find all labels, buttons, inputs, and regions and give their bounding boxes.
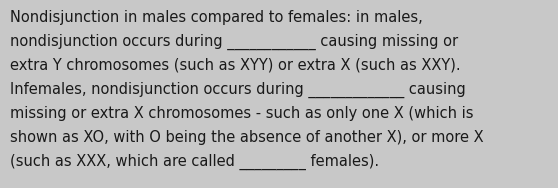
- Text: shown as XO, with O being the absence of another X), or more X: shown as XO, with O being the absence of…: [10, 130, 484, 145]
- Text: nondisjunction occurs during ____________ causing missing or: nondisjunction occurs during ___________…: [10, 34, 458, 50]
- Text: extra Y chromosomes (such as XYY) or extra X (such as XXY).: extra Y chromosomes (such as XYY) or ext…: [10, 58, 460, 73]
- Text: Nondisjunction in males compared to females: in males,: Nondisjunction in males compared to fema…: [10, 10, 423, 25]
- Text: Infemales, nondisjunction occurs during _____________ causing: Infemales, nondisjunction occurs during …: [10, 82, 466, 98]
- Text: missing or extra X chromosomes - such as only one X (which is: missing or extra X chromosomes - such as…: [10, 106, 474, 121]
- Text: (such as XXX, which are called _________ females).: (such as XXX, which are called _________…: [10, 154, 379, 170]
